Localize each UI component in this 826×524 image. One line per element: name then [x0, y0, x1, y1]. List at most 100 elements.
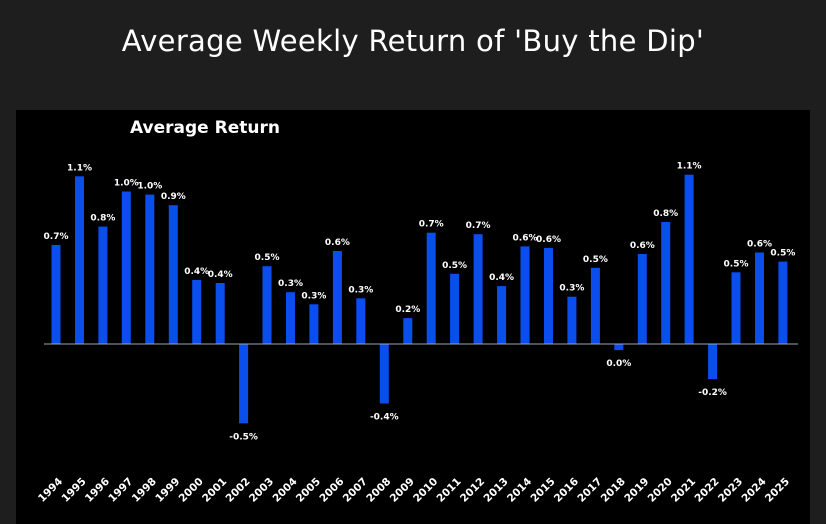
value-label-2000: 0.4% — [184, 267, 209, 277]
value-label-2021: 1.1% — [677, 162, 702, 172]
bar-2017 — [590, 267, 600, 345]
value-label-2024: 0.6% — [747, 240, 772, 250]
year-label-2016: 2016 — [552, 476, 581, 505]
year-label-2006: 2006 — [317, 476, 346, 505]
value-label-2007: 0.3% — [348, 285, 373, 295]
year-label-2014: 2014 — [505, 476, 534, 505]
year-label-2020: 2020 — [646, 476, 675, 505]
bar-2018 — [614, 344, 624, 351]
year-label-2012: 2012 — [458, 476, 487, 505]
bar-1996 — [98, 226, 108, 344]
bar-2010 — [426, 232, 436, 344]
bar-2025 — [778, 261, 788, 344]
bar-2003 — [262, 266, 272, 344]
value-label-2001: 0.4% — [208, 270, 233, 280]
value-label-1998: 1.0% — [137, 182, 162, 192]
year-label-2019: 2019 — [622, 476, 651, 505]
value-label-2015: 0.6% — [536, 235, 561, 245]
value-label-2018: 0.0% — [606, 359, 631, 369]
year-label-1996: 1996 — [83, 476, 112, 505]
bar-1995 — [75, 176, 84, 345]
bar-1997 — [121, 191, 131, 344]
year-labels-group: 1994199519961997199819992000200120022003… — [36, 476, 792, 505]
bar-2019 — [637, 254, 647, 344]
bar-2005 — [309, 304, 319, 344]
year-label-2005: 2005 — [294, 476, 323, 505]
bar-2012 — [473, 234, 483, 344]
value-label-2013: 0.4% — [489, 273, 514, 283]
bar-2002 — [239, 344, 249, 424]
year-label-2018: 2018 — [599, 476, 628, 505]
bar-2011 — [450, 273, 460, 344]
bar-2013 — [497, 286, 507, 344]
value-labels-group: 0.7%1.1%0.8%1.0%1.0%0.9%0.4%0.4%-0.5%0.5… — [44, 162, 796, 443]
value-label-2017: 0.5% — [583, 255, 608, 265]
value-label-2003: 0.5% — [255, 253, 280, 263]
bar-2001 — [215, 283, 225, 344]
chart-panel: Average Return 0.7% 1.1% 0.8% 1.0% 1.0% 0.9% 0… — [16, 110, 810, 524]
value-label-1997: 1.0% — [114, 179, 139, 189]
year-label-2002: 2002 — [224, 476, 253, 505]
bar-2006 — [332, 251, 342, 344]
bar-2016 — [567, 296, 577, 344]
year-label-1997: 1997 — [106, 476, 135, 505]
bar-2000 — [192, 279, 202, 344]
bar-2015 — [544, 247, 553, 344]
year-label-1995: 1995 — [59, 476, 88, 505]
bar-2020 — [661, 222, 671, 344]
bar-2021 — [684, 174, 694, 344]
year-label-1994: 1994 — [36, 476, 65, 505]
year-label-2017: 2017 — [575, 476, 604, 505]
year-label-2024: 2024 — [739, 476, 768, 505]
page-title: Average Weekly Return of 'Buy the Dip' — [121, 24, 705, 58]
chart-title: Average Return — [130, 118, 280, 138]
bar-2009 — [403, 318, 413, 344]
value-label-1996: 0.8% — [90, 214, 115, 224]
value-label-2020: 0.8% — [653, 209, 678, 219]
bar-2004 — [286, 292, 295, 344]
year-label-2000: 2000 — [177, 476, 206, 505]
year-label-2013: 2013 — [482, 476, 511, 505]
value-label-2002: -0.5% — [229, 432, 258, 442]
year-label-2008: 2008 — [364, 476, 393, 505]
value-label-2011: 0.5% — [442, 261, 467, 271]
value-label-2006: 0.6% — [325, 238, 350, 248]
value-label-2022: -0.2% — [698, 388, 727, 398]
year-label-2010: 2010 — [411, 476, 440, 505]
value-label-2004: 0.3% — [278, 279, 303, 289]
year-label-2023: 2023 — [716, 476, 745, 505]
year-label-1998: 1998 — [130, 476, 159, 505]
year-label-1999: 1999 — [153, 476, 182, 505]
bar-2024 — [755, 252, 764, 344]
year-label-2021: 2021 — [669, 476, 698, 505]
value-label-1994: 0.7% — [44, 232, 69, 242]
bar-2008 — [379, 344, 389, 404]
year-label-2003: 2003 — [247, 476, 276, 505]
value-label-2012: 0.7% — [466, 221, 491, 231]
value-label-2008: -0.4% — [370, 413, 399, 423]
bar-2007 — [356, 298, 366, 345]
bar-2023 — [731, 272, 741, 344]
bar-2022 — [708, 344, 718, 380]
value-label-2010: 0.7% — [419, 220, 444, 230]
value-label-1995: 1.1% — [67, 163, 92, 173]
bar-2014 — [520, 246, 530, 344]
bar-1999 — [168, 205, 178, 344]
bar-1998 — [145, 194, 155, 344]
year-label-2011: 2011 — [435, 476, 464, 505]
year-label-2022: 2022 — [693, 476, 722, 505]
year-label-2009: 2009 — [388, 476, 417, 505]
bars-group — [51, 174, 788, 424]
value-label-2016: 0.3% — [559, 284, 584, 294]
value-label-2025: 0.5% — [770, 249, 795, 259]
year-label-2004: 2004 — [270, 476, 299, 505]
value-label-2009: 0.2% — [395, 305, 420, 315]
value-label-2019: 0.6% — [630, 241, 655, 251]
year-label-2007: 2007 — [341, 476, 370, 505]
year-label-2001: 2001 — [200, 476, 229, 505]
value-label-2023: 0.5% — [724, 259, 749, 269]
value-label-2014: 0.6% — [513, 233, 538, 243]
year-label-2025: 2025 — [763, 476, 792, 505]
year-label-2015: 2015 — [528, 476, 557, 505]
bar-chart: Average Return 0.7%1.1%0.8%1.0%1.0%0.9%0… — [36, 118, 798, 505]
